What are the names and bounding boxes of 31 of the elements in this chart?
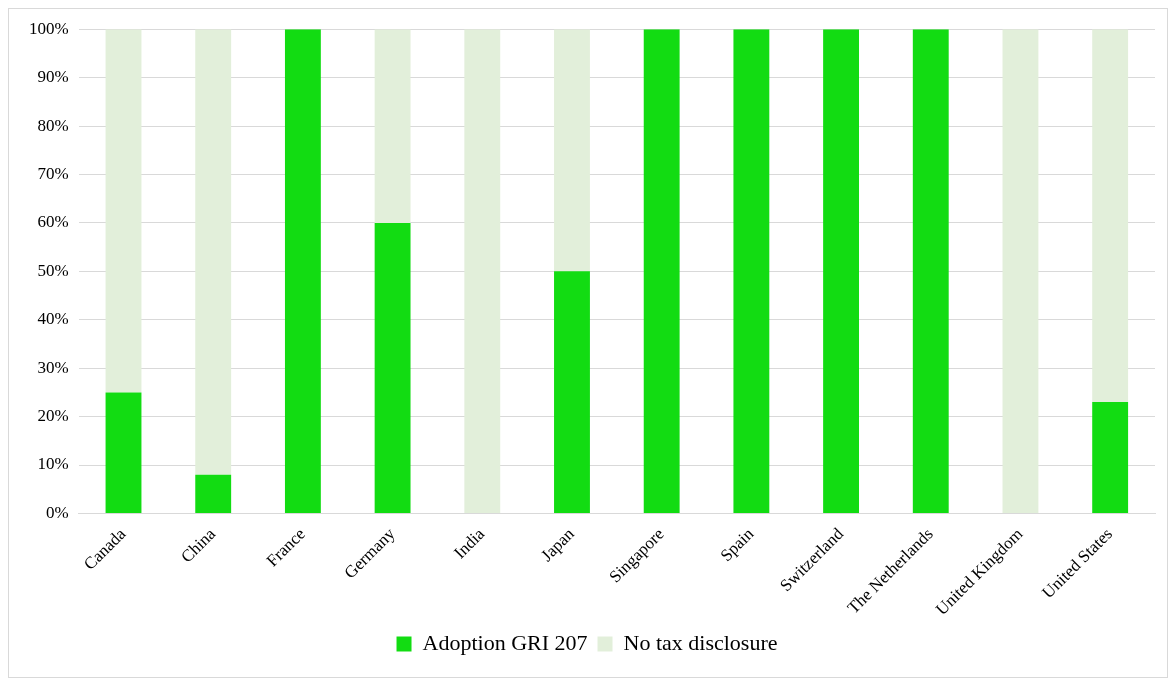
legend-label: Adoption GRI 207 [422, 629, 588, 655]
bar [823, 29, 860, 513]
y-tick-label: 90% [37, 67, 69, 87]
y-tick-label: 10% [37, 454, 69, 474]
bar [733, 29, 770, 513]
bar [554, 29, 590, 272]
bar [1092, 29, 1129, 403]
bar [195, 474, 232, 513]
y-tick-label: 100% [28, 18, 69, 38]
y-tick-label: 0% [45, 502, 69, 522]
bar [1092, 402, 1129, 513]
y-tick-label: 60% [37, 212, 69, 232]
y-tick-label: 80% [37, 115, 69, 135]
y-tick-label: 70% [37, 163, 69, 183]
x-tick-label: India [450, 523, 489, 563]
y-tick-label: 50% [37, 260, 69, 280]
bar [105, 392, 142, 513]
bar [912, 29, 949, 513]
bar [284, 29, 321, 513]
bar [374, 29, 411, 223]
bar [374, 222, 411, 513]
bar [643, 29, 680, 513]
bar [1002, 29, 1039, 513]
legend-label: No tax disclosure [623, 629, 778, 655]
y-tick-label: 20% [37, 406, 69, 426]
y-tick-label: 40% [37, 309, 69, 329]
bar [105, 29, 142, 393]
bar [464, 29, 501, 513]
y-tick-label: 30% [37, 357, 69, 377]
bar [554, 271, 590, 513]
bar [195, 29, 232, 475]
